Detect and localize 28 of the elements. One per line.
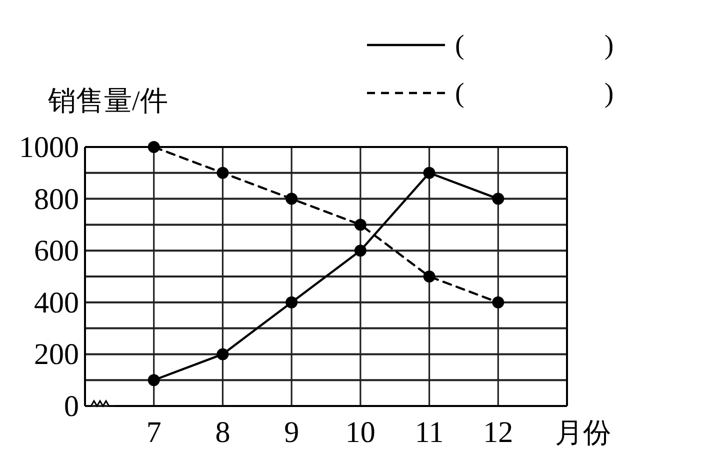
point	[492, 296, 504, 308]
y-tick-label: 400	[34, 286, 79, 320]
point	[354, 244, 366, 257]
y-tick-label: 200	[34, 338, 79, 372]
point	[286, 192, 298, 205]
x-tick-label: 9	[284, 416, 300, 449]
x-axis-title: 月份	[555, 418, 611, 449]
x-tick-label: 11	[414, 416, 444, 449]
x-tick-label: 10	[345, 416, 376, 449]
y-axis-title: 销售量/件	[47, 86, 168, 117]
point	[423, 166, 436, 179]
x-tick-label: 8	[215, 416, 230, 449]
legend-label: ( )	[455, 30, 614, 61]
point	[216, 166, 229, 179]
legend-label: ( )	[455, 78, 614, 109]
point	[148, 374, 160, 386]
y-tick-label: 0	[64, 390, 79, 423]
x-tick-label: 12	[483, 416, 514, 449]
point	[354, 218, 366, 231]
point	[423, 270, 436, 282]
y-tick-label: 800	[34, 182, 79, 216]
y-tick-label: 600	[34, 234, 79, 268]
x-tick-label: 7	[146, 416, 162, 449]
y-tick-label: 1000	[19, 131, 79, 164]
point	[492, 192, 504, 205]
point	[148, 141, 160, 153]
point	[286, 296, 298, 308]
point	[216, 348, 229, 360]
